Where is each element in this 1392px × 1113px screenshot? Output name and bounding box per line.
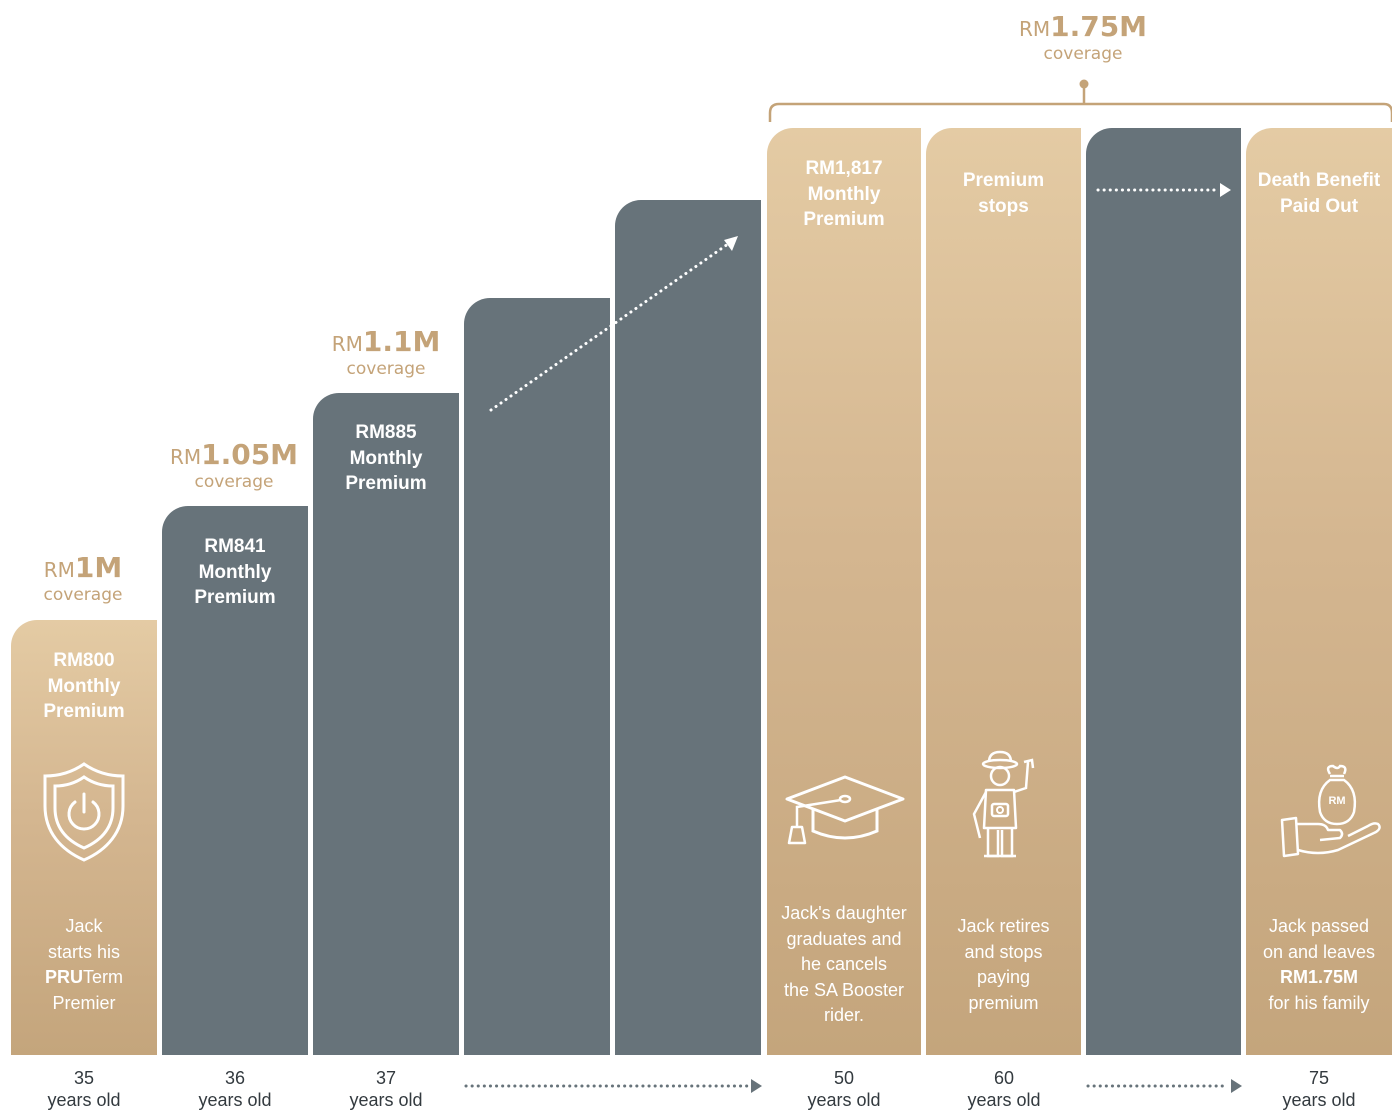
desc-line: Jack [65, 916, 103, 936]
age-caption: years old [349, 1090, 423, 1110]
age-number: 50 [833, 1068, 855, 1088]
desc-line: Premier [52, 992, 116, 1013]
title-line: Monthly [807, 183, 881, 205]
age-label-37: 37 years old [308, 1067, 464, 1111]
money-bag-hand-icon: RM [1278, 762, 1388, 862]
title-line: RM885 [355, 422, 417, 443]
graduation-cap-icon [785, 775, 905, 845]
title-line: RM800 [53, 650, 115, 671]
desc-amount-line: RM1.75M [1279, 967, 1359, 987]
title-line: Premium [43, 701, 125, 722]
bar-title: RM1,817 Monthly Premium [767, 156, 921, 233]
title-line: Monthly [198, 561, 272, 583]
shield-power-icon [43, 762, 125, 862]
age-label-35: 35 years old [6, 1067, 162, 1111]
dotted-arrow-bottom-1 [464, 1079, 762, 1093]
bar-title: RM841 Monthly Premium [162, 534, 308, 611]
coverage-currency: RM [169, 445, 202, 469]
desc-line: premium [968, 992, 1039, 1013]
age-number: 60 [993, 1068, 1015, 1088]
desc-line: paying [976, 967, 1031, 987]
coverage-label-1m: RM1M coverage [13, 551, 153, 605]
coverage-label-1-1m: RM1.1M coverage [296, 325, 476, 379]
bar-interim-3 [1086, 128, 1241, 1055]
bar-title: RM885 Monthly Premium [313, 420, 459, 497]
title-line: Premium [345, 473, 427, 494]
brand-term: Term [83, 967, 123, 987]
bar-description: Jack's daughter graduates and he cancels… [767, 901, 921, 1029]
desc-line: Jack's daughter [781, 903, 907, 923]
bar-age-75: Death Benefit Paid Out RM Jack passed on… [1246, 128, 1392, 1055]
coverage-label-1-05m: RM1.05M coverage [144, 438, 324, 492]
age-number: 75 [1308, 1068, 1330, 1088]
coverage-caption: coverage [1043, 44, 1123, 64]
bar-title: Premium stops [926, 168, 1081, 219]
desc-line: graduates and [786, 928, 902, 949]
title-line: Monthly [349, 447, 423, 469]
title-line: Paid Out [1279, 195, 1359, 217]
age-label-50: 50 years old [766, 1067, 922, 1111]
bar-title: RM800 Monthly Premium [11, 648, 157, 725]
bar-interim-2 [615, 200, 761, 1055]
coverage-caption: coverage [194, 472, 274, 492]
desc-product-line: PRUTerm [11, 965, 157, 991]
coverage-amount: 1.05M [201, 438, 299, 471]
title-line: Death Benefit [1257, 170, 1381, 191]
title-line: stops [978, 195, 1029, 217]
retiree-tourist-icon [972, 750, 1035, 858]
coverage-amount: 1.1M [362, 325, 441, 358]
age-caption: years old [198, 1090, 272, 1110]
title-line: RM1,817 [805, 158, 883, 179]
age-number: 37 [375, 1068, 397, 1088]
bar-interim-1 [464, 298, 610, 1055]
coverage-caption: coverage [346, 359, 426, 379]
desc-line: Jack retires [957, 916, 1050, 936]
age-caption: years old [47, 1090, 121, 1110]
bar-description: Jack starts his PRUTerm Premier [11, 914, 157, 1016]
age-caption: years old [1282, 1090, 1356, 1110]
age-number: 36 [224, 1068, 246, 1088]
title-line: Premium [194, 587, 276, 608]
money-bag-label: RM [1328, 795, 1346, 807]
age-caption: years old [807, 1090, 881, 1110]
desc-line: on and leaves [1262, 941, 1376, 962]
bar-title: Death Benefit Paid Out [1246, 168, 1392, 219]
desc-line: Jack passed [1268, 916, 1370, 936]
desc-line: and stops [964, 941, 1043, 962]
age-label-75: 75 years old [1246, 1067, 1392, 1111]
coverage-currency: RM [331, 332, 363, 356]
dotted-arrow-top-right [1096, 183, 1231, 197]
bar-description: Jack retires and stops paying premium [926, 914, 1081, 1016]
title-line: RM841 [204, 536, 266, 557]
desc-line: the SA Booster [783, 979, 905, 1000]
bar-age-60: Premium stops Jack retires and stops pay… [926, 128, 1081, 1055]
title-line: Premium [803, 209, 885, 230]
desc-line: rider. [823, 1005, 865, 1025]
desc-line: he cancels [800, 954, 888, 974]
dotted-arrow-diagonal [489, 236, 738, 412]
desc-line: starts his [47, 941, 121, 962]
bar-age-50: RM1,817 Monthly Premium Jack's daughter … [767, 128, 921, 1055]
dotted-arrow-bottom-2 [1086, 1079, 1242, 1093]
desc-line: for his family [1268, 992, 1370, 1013]
brand-pru: PRU [44, 967, 83, 987]
coverage-amount: 1M [74, 551, 123, 584]
coverage-currency: RM [1018, 17, 1051, 41]
coverage-label-1-75m: RM1.75M coverage [993, 10, 1173, 64]
bar-age-36: RM841 Monthly Premium [162, 506, 308, 1055]
title-line: Monthly [47, 675, 121, 697]
age-label-36: 36 years old [157, 1067, 313, 1111]
coverage-currency: RM [43, 558, 75, 582]
age-number: 35 [73, 1068, 95, 1088]
bar-age-37: RM885 Monthly Premium [313, 393, 459, 1055]
coverage-amount: 1.75M [1050, 10, 1148, 43]
age-caption: years old [967, 1090, 1041, 1110]
bar-description: Jack passed on and leaves RM1.75M for hi… [1246, 914, 1392, 1016]
coverage-caption: coverage [43, 585, 123, 605]
title-line: Premium [962, 170, 1045, 191]
age-label-60: 60 years old [926, 1067, 1082, 1111]
bar-age-35: RM800 Monthly Premium Jack starts his PR… [11, 620, 157, 1055]
